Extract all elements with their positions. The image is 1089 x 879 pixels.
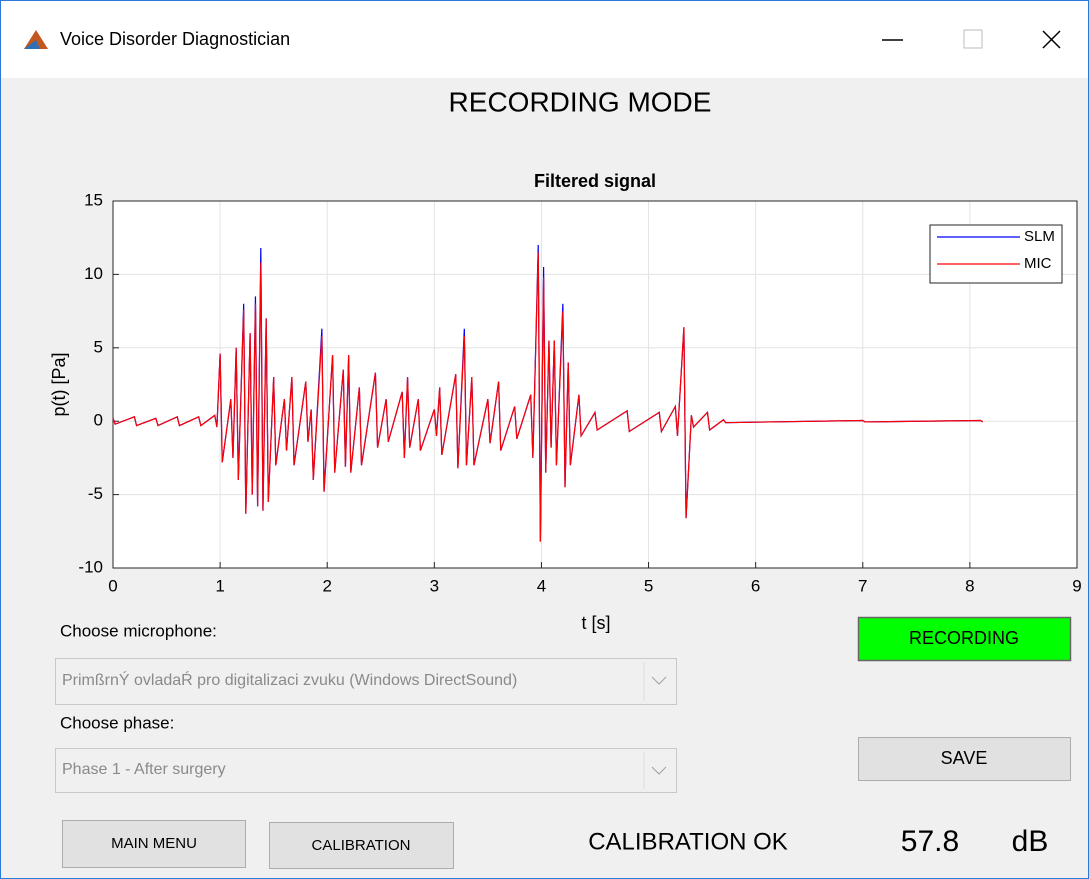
plot-frame <box>112 200 1078 569</box>
phase-label: Choose phase: <box>60 713 174 732</box>
x-tick-label: 5 <box>644 576 653 595</box>
signal-line <box>112 252 984 542</box>
calibration-status: CALIBRATION OK <box>588 828 788 855</box>
phase-dropdown[interactable] <box>55 748 677 793</box>
title-bar <box>0 0 1089 78</box>
x-tick-label: 2 <box>322 576 331 595</box>
x-tick-label: 1 <box>215 576 224 595</box>
dropdown-arrow <box>651 766 667 775</box>
phase-dropdown-value: Phase 1 - After surgery <box>62 761 226 778</box>
maximize-button[interactable] <box>963 29 983 49</box>
level-value: 57.8 <box>901 825 959 858</box>
x-tick-label: 0 <box>108 576 117 595</box>
dropdown-arrow <box>651 676 667 685</box>
close-button[interactable] <box>1042 30 1061 49</box>
y-tick-label: 5 <box>94 337 103 356</box>
chart-title: Filtered signal <box>534 171 656 191</box>
y-tick-label: -5 <box>88 484 103 503</box>
microphone-label: Choose microphone: <box>60 621 217 640</box>
y-tick-label: 10 <box>84 264 103 283</box>
microphone-dropdown[interactable] <box>55 658 677 705</box>
x-tick-label: 4 <box>537 576 546 595</box>
recording-status: RECORDING <box>909 628 1019 648</box>
legend-label: SLM <box>1024 228 1055 245</box>
microphone-dropdown-value: PrimßrnÝ ovladaŔ pro digitalizaci zvuku … <box>62 670 517 689</box>
x-axis-label: t [s] <box>581 613 610 633</box>
x-tick-label: 7 <box>858 576 867 595</box>
y-tick-label: 0 <box>94 411 103 430</box>
x-tick-label: 8 <box>965 576 974 595</box>
main-menu-button-label: MAIN MENU <box>111 835 197 852</box>
y-axis-label: p(t) [Pa] <box>49 352 69 416</box>
x-tick-label: 3 <box>430 576 439 595</box>
app-icon <box>24 30 48 49</box>
y-tick-label: 15 <box>84 190 103 209</box>
recording-indicator <box>857 616 1072 662</box>
calibration-button-label: CALIBRATION <box>312 837 411 854</box>
x-tick-label: 9 <box>1072 576 1081 595</box>
page-title: RECORDING MODE <box>449 86 712 117</box>
legend-label: MIC <box>1024 255 1052 272</box>
y-tick-label: -10 <box>78 557 103 576</box>
level-unit: dB <box>1012 825 1049 858</box>
save-button[interactable] <box>858 737 1071 781</box>
app-icon-part <box>24 40 40 49</box>
save-button-label: SAVE <box>941 748 988 768</box>
legend-box <box>929 224 1063 284</box>
main-menu-button[interactable] <box>62 820 246 868</box>
window-title: Voice Disorder Diagnostician <box>60 29 290 49</box>
calibration-button[interactable] <box>269 822 454 869</box>
chart: 0 1 2 3 4 5 6 7 8 9 -10 -5 0 5 10 15 Filtered signal t [s… <box>49 171 1082 633</box>
x-tick-label: 6 <box>751 576 760 595</box>
